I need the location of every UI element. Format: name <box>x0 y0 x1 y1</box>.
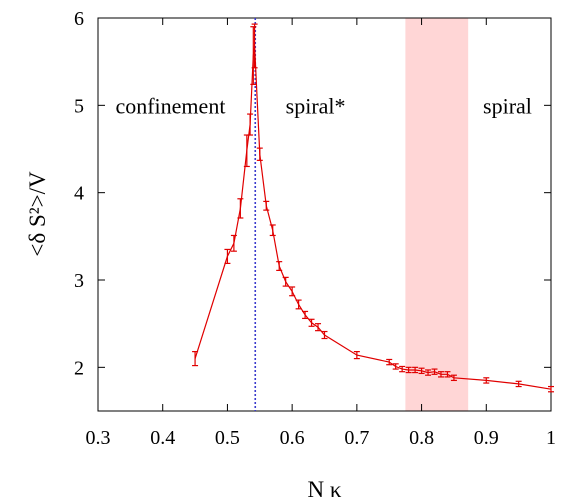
x-tick-label-1: 0.4 <box>150 427 175 449</box>
x-tick-label-6: 0.9 <box>474 427 499 449</box>
data-point-15 <box>302 310 309 320</box>
y-tick-label-2: 4 <box>74 183 84 205</box>
plot-frame <box>97 17 552 412</box>
data-point-9 <box>263 200 270 211</box>
data-point-1 <box>224 248 231 265</box>
data-point-27 <box>431 368 438 375</box>
y-tick-label-3: 5 <box>74 95 84 117</box>
data-point-29 <box>444 371 451 378</box>
data-point-31 <box>483 377 490 384</box>
data-point-18 <box>321 330 328 340</box>
x-tick-label-4: 0.7 <box>344 427 369 449</box>
data-point-0 <box>192 351 199 367</box>
annotations-layer: confinement spiral* spiral <box>115 93 531 118</box>
data-point-7 <box>251 23 258 69</box>
x-axis-label: N κ <box>308 477 342 502</box>
data-point-26 <box>425 369 432 376</box>
data-point-22 <box>399 365 406 373</box>
y-tick-label-0: 2 <box>74 357 84 379</box>
data-point-14 <box>295 299 302 310</box>
data-point-33 <box>548 385 554 393</box>
data-point-3 <box>237 198 244 219</box>
data-point-19 <box>353 351 360 360</box>
x-tick-label-7: 1 <box>546 427 556 449</box>
data-point-30 <box>450 374 457 382</box>
data-point-20 <box>386 358 393 366</box>
x-tick-label-0: 0.3 <box>86 427 111 449</box>
data-point-23 <box>405 366 412 374</box>
data-point-10 <box>269 224 276 237</box>
x-tick-label-5: 0.8 <box>409 427 434 449</box>
y-tick-label-4: 6 <box>74 8 84 30</box>
data-point-21 <box>392 363 399 370</box>
y-axis-label: <δ S²>/V <box>25 171 50 257</box>
series-line-0 <box>194 45 552 390</box>
annotation-1: spiral* <box>286 93 346 118</box>
axis-ticks: 0.3 0.4 0.5 0.6 0.7 0.8 0.9 1 2 3 4 5 6 <box>74 8 556 449</box>
y-tick-label-1: 3 <box>74 270 84 292</box>
annotation-0: confinement <box>115 93 225 118</box>
data-point-28 <box>437 371 444 378</box>
x-tick-label-3: 0.6 <box>280 427 305 449</box>
shaded-band-layer <box>405 18 469 411</box>
data-point-25 <box>418 367 425 375</box>
series-layer <box>192 23 554 393</box>
data-point-2 <box>230 234 237 252</box>
shaded-band <box>405 18 469 411</box>
data-point-13 <box>289 286 296 297</box>
data-point-16 <box>308 318 315 327</box>
data-point-11 <box>276 261 283 271</box>
data-point-17 <box>315 323 322 332</box>
data-point-8 <box>256 147 263 161</box>
data-point-12 <box>282 276 289 287</box>
data-point-5 <box>247 113 254 136</box>
data-point-4 <box>243 134 250 168</box>
data-point-32 <box>515 380 522 388</box>
annotation-2: spiral <box>483 93 532 118</box>
x-tick-label-2: 0.5 <box>215 427 240 449</box>
data-point-24 <box>412 366 419 374</box>
data-point-6 <box>250 26 257 85</box>
